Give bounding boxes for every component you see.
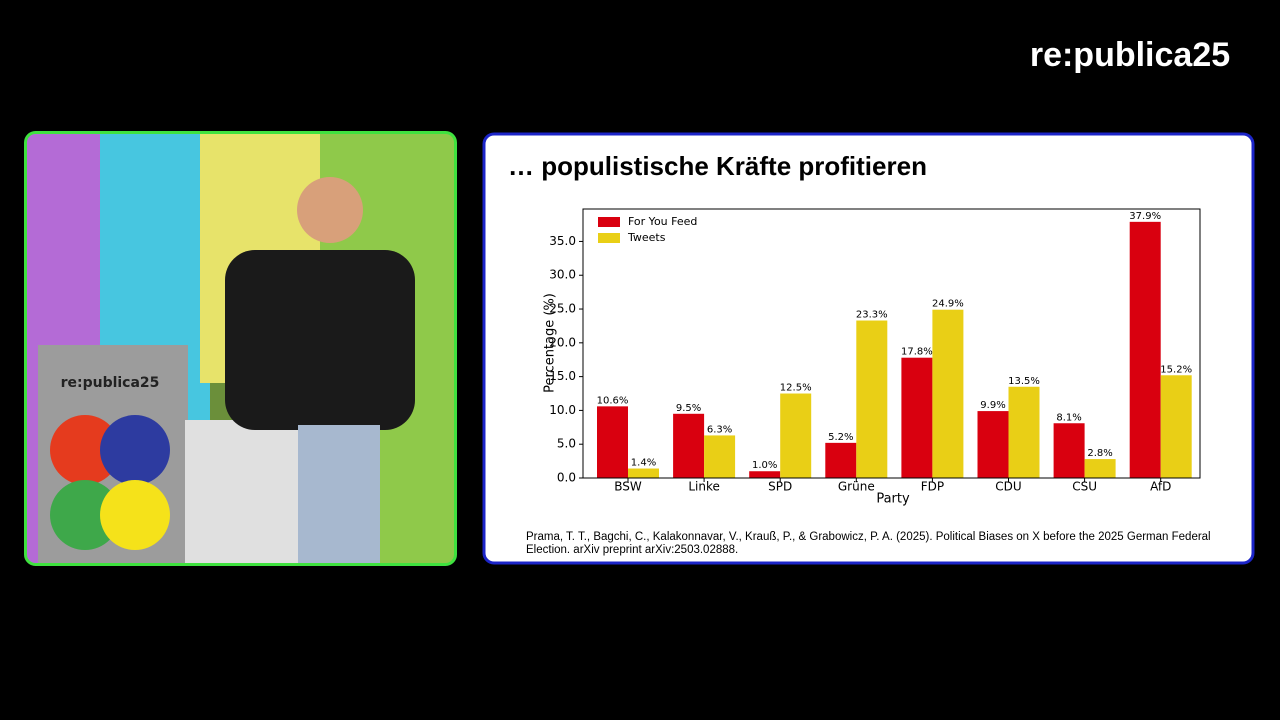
chart: Percentage (%) Party 0.0 5.0 10.0 15.0 20.0 2… [543,208,1201,507]
x-tick-label: CDU [995,480,1021,494]
value-label: 1.0% [752,460,777,471]
value-label: 6.3% [707,424,732,435]
citation: Prama, T. T., Bagchi, C., Kalakonnavar, … [526,531,1211,543]
y-tick-label: 5.0 [557,437,576,451]
y-tick-label: 20.0 [549,335,576,349]
value-label: 10.6% [597,395,629,406]
y-tick-label: 35.0 [549,234,576,248]
bar [1008,386,1040,478]
bar [749,471,781,478]
value-label: 24.9% [932,299,964,310]
podium-logo: re:publica25 [61,375,160,391]
x-tick-label: Grüne [838,480,875,494]
value-label: 1.4% [631,458,656,469]
bar [704,435,736,478]
bar [1053,423,1085,478]
value-label: 9.9% [980,400,1005,411]
x-axis-label: Party [876,492,910,507]
x-tick-label: AfD [1150,480,1171,494]
citation: Election. arXiv preprint arXiv:2503.0288… [526,544,738,556]
y-tick-label: 25.0 [549,302,576,316]
bar [597,406,628,478]
value-label: 2.8% [1087,448,1112,459]
bar [1160,375,1192,478]
value-label: 17.8% [901,347,933,358]
value-label: 8.1% [1056,412,1081,423]
y-tick-label: 15.0 [549,369,576,383]
logo: re:publica25 [1030,36,1230,74]
bar [673,413,705,478]
y-tick-label: 0.0 [557,471,576,485]
y-tick-label: 10.0 [549,403,576,417]
x-tick-label: Linke [688,480,720,494]
value-label: 23.3% [856,310,888,321]
value-label: 13.5% [1008,376,1040,387]
value-label: 15.2% [1160,364,1192,375]
x-tick-label: SPD [768,480,792,494]
bar [825,442,857,478]
plot-frame [582,208,1201,479]
value-label: 12.5% [780,383,812,394]
value-label: 5.2% [828,432,853,443]
bar [1084,459,1116,478]
x-tick-label: FDP [921,480,944,494]
x-tick-label: CSU [1072,480,1097,494]
x-tick-label: BSW [614,480,642,494]
bar [780,393,812,478]
y-tick-label: 30.0 [549,268,576,282]
bar [901,357,933,478]
bar [932,309,964,478]
bar [1129,221,1161,478]
legend-swatch [598,217,620,227]
video-panel: re:publica25 [24,131,457,566]
bar [856,320,888,478]
value-label: 9.5% [676,403,701,414]
bar [977,411,1009,478]
value-label: 37.9% [1129,211,1161,222]
legend-swatch [598,233,620,243]
y-axis-label: Percentage (%) [543,293,558,393]
legend-label: Tweets [627,231,666,244]
bar [628,468,659,478]
slide-title: … populistische Kräfte profitieren [508,151,927,181]
legend-label: For You Feed [628,215,697,228]
